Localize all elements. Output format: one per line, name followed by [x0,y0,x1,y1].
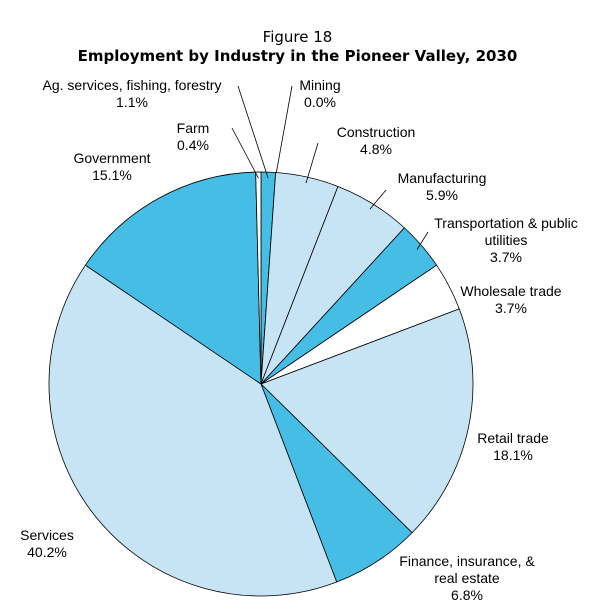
slice-value: 1.1% [116,94,148,110]
chart-supertitle: Figure 18 [262,28,333,46]
slice-name: Retail trade [477,430,549,446]
pie-slice [260,308,474,534]
leader-line [231,127,259,179]
slice-name: Manufacturing [397,170,487,186]
slice-label: Services 40.2% [2,527,92,561]
slice-label: Transportation & public utilities 3.7% [431,215,581,266]
slice-value: 4.8% [360,141,392,157]
slice-label: Retail trade 18.1% [463,430,563,464]
slice-value: 18.1% [493,447,533,463]
slice-name: Transportation & public utilities [434,215,578,248]
slice-name: Farm [176,120,210,136]
slice-value: 6.8% [451,587,483,603]
slice-value: 0.0% [304,94,336,110]
slice-label: Farm 0.4% [163,120,223,154]
leader-line [237,85,269,179]
slice-label: Wholesale trade 3.7% [446,283,576,317]
leader-line [416,231,429,250]
slice-value: 40.2% [27,544,67,560]
leader-line [305,142,319,184]
leader-line [369,189,387,210]
pie-slice [48,264,338,597]
slice-value: 3.7% [495,300,527,316]
slice-value: 15.1% [92,167,132,183]
slice-label: Government 15.1% [62,150,162,184]
slice-value: 3.7% [490,249,522,265]
slice-name: Government [73,150,151,166]
pie-slice [84,171,262,385]
slice-name: Ag. services, fishing, forestry [42,77,222,93]
slice-value: 5.9% [426,187,458,203]
slice-name: Services [20,527,74,543]
chart-title: Employment by Industry in the Pioneer Va… [77,47,518,65]
slice-label: Construction 4.8% [316,124,436,158]
slice-name: Finance, insurance, & real estate [399,553,535,586]
slice-name: Construction [336,124,416,140]
leader-line [274,85,293,179]
slice-value: 0.4% [177,137,209,153]
slice-name: Mining [299,77,341,93]
slice-label: Finance, insurance, & real estate 6.8% [387,553,547,604]
slice-label: Ag. services, fishing, forestry 1.1% [2,77,262,111]
slice-name: Wholesale trade [460,283,562,299]
slice-label: Manufacturing 5.9% [377,170,507,204]
slice-label: Mining 0.0% [280,77,360,111]
